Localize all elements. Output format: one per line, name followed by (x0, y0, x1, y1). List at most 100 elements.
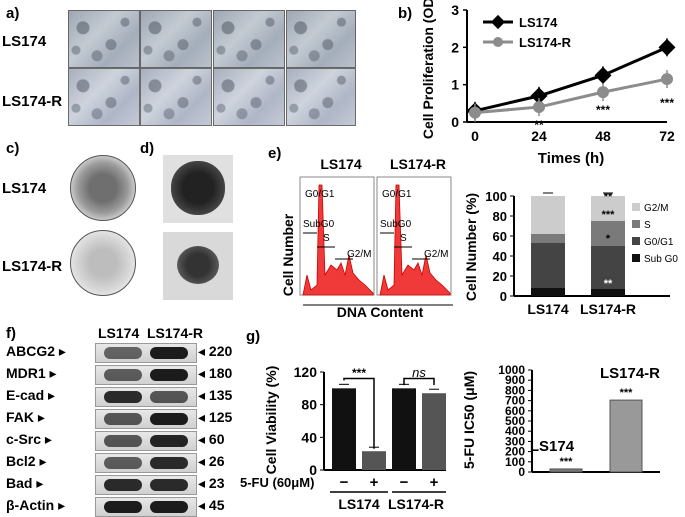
y-tick-label: 80 (301, 397, 317, 413)
micrograph-tile (140, 68, 212, 126)
wb-protein-label: MDR1 ▸ (6, 365, 57, 381)
significance-bracket (343, 377, 375, 449)
y-tick-label: 100 (505, 455, 525, 469)
wb-lane-row (95, 453, 197, 473)
y-tick-label: 1 (451, 77, 459, 93)
colony-plate-ls174 (70, 155, 136, 221)
series-line-1 (474, 77, 668, 115)
wb-protein-label: ABCG2 ▸ (6, 343, 66, 359)
spheroid-image-ls174 (163, 155, 233, 223)
x-axis-label: Times (h) (538, 150, 604, 167)
wb-kda-label: ◂ 220 (198, 343, 233, 359)
data-point (658, 38, 676, 56)
stacked-bar-segment (591, 196, 625, 221)
group-label: LS174 (338, 496, 379, 512)
wb-lane-row (95, 475, 197, 495)
stacked-bar-segment (591, 289, 625, 296)
y-tick-label: 1000 (498, 363, 525, 377)
bar-label: LS174 (530, 438, 575, 455)
wb-lane-row (95, 431, 197, 451)
x-tick-label: 48 (595, 128, 611, 144)
panel-a-label: a) (6, 5, 20, 22)
legend-swatch (632, 220, 640, 228)
y-tick-label: 800 (505, 383, 525, 397)
row-label-ls174: LS174 (2, 33, 47, 50)
legend-label: LS174-R (519, 35, 572, 50)
wb-kda-label: ◂ 26 (198, 453, 225, 469)
colony-label-ls174: LS174 (2, 180, 47, 197)
wb-kda-label: ◂ 135 (198, 387, 233, 403)
hist-label-g0g1: G0/G1 (305, 189, 335, 200)
wb-protein-label: β-Actin ▸ (6, 497, 66, 513)
data-point (533, 101, 545, 114)
legend-label: S (644, 220, 651, 231)
micrograph-tile (140, 10, 212, 68)
y-tick-label: 100 (485, 189, 507, 204)
wb-kda-label: ◂ 45 (198, 497, 225, 513)
legend-swatch (632, 237, 640, 245)
x-tick-label: + (370, 474, 379, 491)
annotation: ns (412, 365, 426, 380)
wb-band (104, 369, 142, 381)
panel-d-label: d) (140, 140, 155, 157)
panel-g-label: g) (246, 328, 261, 345)
legend-swatch (632, 203, 640, 211)
data-point (594, 66, 612, 84)
panel-b-label: b) (398, 5, 413, 22)
wb-band (150, 501, 188, 513)
x-tick-label: − (400, 474, 409, 491)
y-tick-label: 120 (294, 364, 318, 380)
wb-lane-row (95, 343, 197, 363)
wb-band (150, 369, 188, 381)
bar (422, 393, 446, 470)
annotation: *** (560, 456, 574, 468)
y-tick-label: 3 (451, 2, 459, 18)
wb-band (104, 435, 142, 447)
wb-band (104, 479, 142, 491)
wb-band (150, 391, 188, 403)
wb-band (104, 457, 142, 469)
bar (609, 399, 643, 473)
y-axis-label: Cell Proliferation (OD) (420, 0, 436, 139)
hist-label-s: S (323, 233, 330, 244)
wb-band (150, 457, 188, 469)
panel-f-label: f) (6, 325, 16, 342)
stacked-bar-segment (591, 246, 625, 289)
stacked-bar-segment (531, 234, 565, 243)
row-label-ls174-r: LS174-R (2, 93, 63, 110)
annotation: *** (660, 96, 674, 110)
annotation: *** (602, 209, 616, 221)
hist-label-subg0: SubG0 (380, 219, 412, 230)
y-tick-label: 600 (505, 404, 525, 418)
panel-e-label: e) (268, 145, 282, 162)
annotation: ** (604, 278, 613, 290)
hist-label-g2m: G2/M (347, 249, 371, 260)
viability-chart: 0 40 80 120 Cell Viability (%) − + − +5-FU (60μM… (240, 364, 446, 512)
annotation: ** (534, 118, 544, 132)
hist-y-label: Cell Number (280, 213, 296, 296)
wb-protein-label: Bad ▸ (6, 475, 44, 491)
legend-marker (490, 14, 506, 30)
y-axis-label: 5-FU IC50 (μM) (461, 371, 477, 469)
micrograph-tile (213, 68, 285, 126)
y-tick-label: 0 (309, 462, 317, 478)
wb-lane-row (95, 387, 197, 407)
treatment-label: 5-FU (60μM) (240, 475, 314, 490)
legend-label: G0/G1 (644, 237, 674, 248)
wb-band (150, 347, 188, 359)
wb-band (104, 501, 142, 513)
y-tick-label: 40 (301, 429, 317, 445)
micrograph-tile (286, 10, 356, 68)
data-point (469, 106, 481, 119)
hist-title: LS174-R (390, 156, 446, 172)
y-tick-label: 400 (505, 424, 525, 438)
stacked-bar-segment (591, 221, 625, 246)
stacked-bar-segment (531, 196, 565, 234)
dna-histogram (379, 184, 451, 296)
x-tick-label: LS174-R (580, 301, 636, 317)
wb-lane-row (95, 497, 197, 517)
x-tick-label: 24 (531, 128, 547, 144)
wb-kda-label: ◂ 180 (198, 365, 233, 381)
hist-label-g2m: G2/M (424, 249, 448, 260)
